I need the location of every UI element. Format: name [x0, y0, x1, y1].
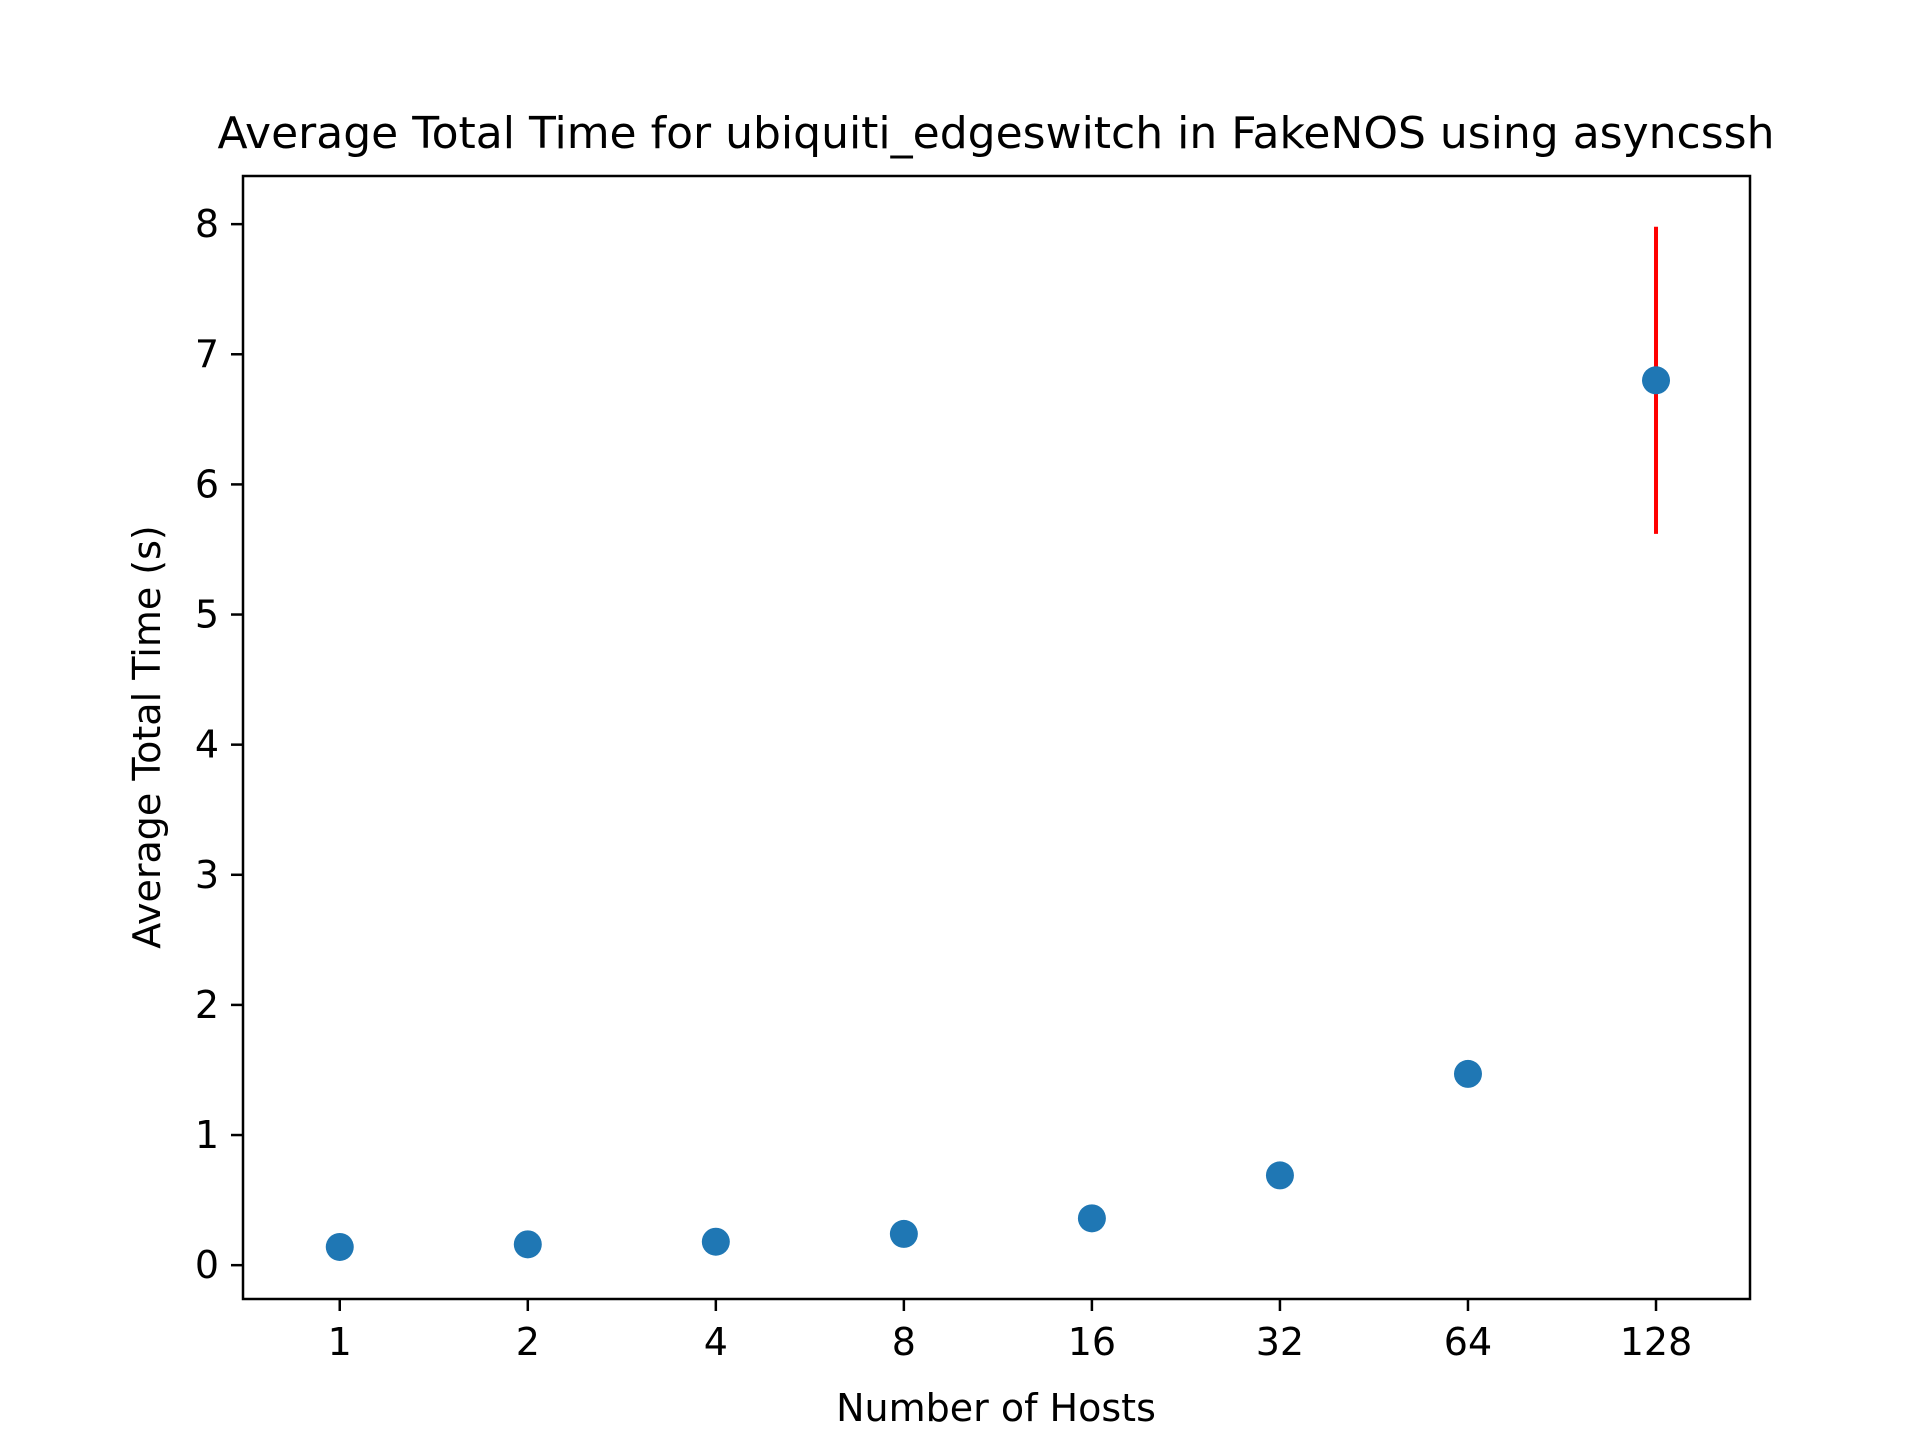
plot-layer [325, 226, 1671, 1261]
x-tick-label: 128 [1620, 1320, 1693, 1364]
x-tick-label: 4 [704, 1320, 728, 1364]
data-point [1265, 1161, 1294, 1190]
y-tick-label: 1 [195, 1113, 219, 1157]
y-axis-label: Average Total Time (s) [125, 525, 169, 948]
y-axis: 0 1 2 3 4 5 6 7 8 [195, 202, 243, 1287]
data-point [701, 1227, 730, 1256]
x-tick-label: 8 [892, 1320, 916, 1364]
x-tick-label: 16 [1068, 1320, 1116, 1364]
chart-title: Average Total Time for ubiquiti_edgeswit… [218, 108, 1775, 159]
data-point [1453, 1059, 1482, 1088]
x-axis: 1 2 4 8 16 32 64 128 [328, 1299, 1693, 1364]
x-tick-label: 64 [1444, 1320, 1492, 1364]
x-axis-label: Number of Hosts [836, 1386, 1156, 1430]
data-point [325, 1232, 354, 1261]
y-tick-label: 6 [195, 462, 219, 506]
x-tick-label: 1 [328, 1320, 352, 1364]
data-point [1077, 1204, 1106, 1233]
data-point [889, 1219, 918, 1248]
y-tick-label: 7 [195, 332, 219, 376]
x-tick-label: 32 [1256, 1320, 1304, 1364]
plot-frame [241, 174, 1752, 1301]
y-tick-label: 2 [195, 983, 219, 1027]
x-tick-label: 2 [516, 1320, 540, 1364]
data-point [1642, 366, 1671, 395]
data-point [513, 1230, 542, 1259]
y-tick-label: 3 [195, 853, 219, 897]
y-tick-label: 8 [195, 202, 219, 246]
y-tick-label: 0 [195, 1243, 219, 1287]
y-tick-label: 5 [195, 593, 219, 637]
y-tick-label: 4 [195, 723, 219, 767]
